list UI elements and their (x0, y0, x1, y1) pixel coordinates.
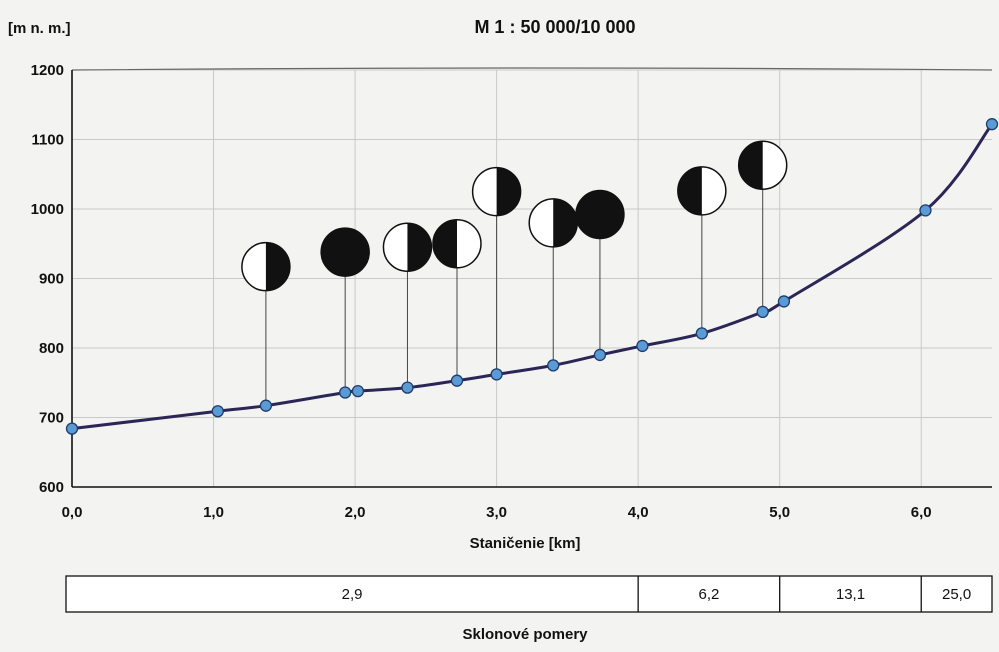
x-tick-label: 4,0 (628, 504, 649, 521)
profile-line-path (71, 123, 994, 431)
symbol-fill (407, 223, 432, 272)
chart-title: M 1 : 50 000/10 000 (474, 17, 635, 37)
grid (72, 69, 992, 487)
y-tick-label: 1000 (31, 201, 64, 218)
slope-value: 6,2 (698, 586, 719, 603)
profile-point (593, 348, 607, 362)
axes (71, 67, 993, 488)
annotation-symbol (737, 140, 788, 190)
y-axis-label: [m n. m.] (8, 20, 71, 37)
profile-point (919, 204, 932, 217)
symbol-fill (432, 219, 457, 268)
slope-value: 13,1 (836, 586, 865, 603)
profile-point (211, 405, 224, 418)
slope-value: 2,9 (342, 586, 363, 603)
profile-point (450, 374, 464, 387)
y-tick-label: 900 (39, 271, 64, 288)
annotation-symbol (528, 198, 578, 248)
y-tick-label: 800 (39, 340, 64, 357)
profile-point (351, 384, 365, 398)
x-tick-label: 2,0 (345, 504, 366, 521)
profile-line (71, 123, 994, 431)
symbol-fill (265, 242, 290, 291)
profile-point (401, 381, 414, 394)
symbol-fill (553, 198, 578, 247)
annotation-symbol (677, 166, 727, 216)
slope-table-label: Sklonové pomery (462, 626, 588, 643)
y-tick-label: 700 (39, 410, 64, 427)
annotation-symbol (575, 189, 625, 240)
y-tick-label: 600 (39, 479, 64, 496)
annotation-symbol (241, 241, 291, 292)
x-tick-label: 0,0 (62, 504, 83, 521)
x-axis-label: Staničenie [km] (470, 535, 581, 552)
symbol-fill (738, 141, 763, 190)
profile-point (756, 305, 769, 319)
symbol-fill (321, 228, 370, 277)
annotation-symbol (471, 166, 522, 217)
x-tick-label: 3,0 (486, 504, 507, 521)
y-tick-labels: 600 700 800 900 1000 1100 1200 (31, 62, 64, 496)
x-tick-labels: 0,0 1,0 2,0 3,0 4,0 5,0 6,0 (62, 504, 932, 521)
annotation-symbols (241, 140, 788, 292)
slope-table-frame (65, 575, 993, 613)
slope-table: 2,9 6,2 13,1 25,0 (65, 575, 993, 613)
annotation-symbol (320, 227, 370, 277)
annotation-stems (265, 189, 764, 406)
profile-point (636, 339, 649, 353)
symbol-fill (575, 190, 624, 239)
profile-point (777, 295, 791, 308)
profile-point (695, 327, 708, 340)
profile-point (547, 359, 560, 372)
profile-points (65, 118, 999, 435)
annotation-symbol (382, 222, 433, 272)
symbol-fill (677, 166, 702, 215)
y-tick-label: 1200 (31, 62, 64, 79)
profile-point (985, 118, 999, 131)
annotation-symbol (432, 219, 482, 269)
profile-point (339, 386, 352, 399)
symbol-fill (496, 167, 521, 216)
profile-point (65, 422, 79, 435)
y-tick-label: 1100 (31, 132, 64, 149)
plot-top-border (71, 67, 993, 71)
x-tick-label: 6,0 (911, 504, 932, 521)
slope-value: 25,0 (942, 586, 971, 603)
profile-point (490, 368, 503, 381)
profile-point (259, 399, 273, 412)
x-tick-label: 1,0 (203, 504, 224, 521)
x-tick-label: 5,0 (769, 504, 790, 521)
